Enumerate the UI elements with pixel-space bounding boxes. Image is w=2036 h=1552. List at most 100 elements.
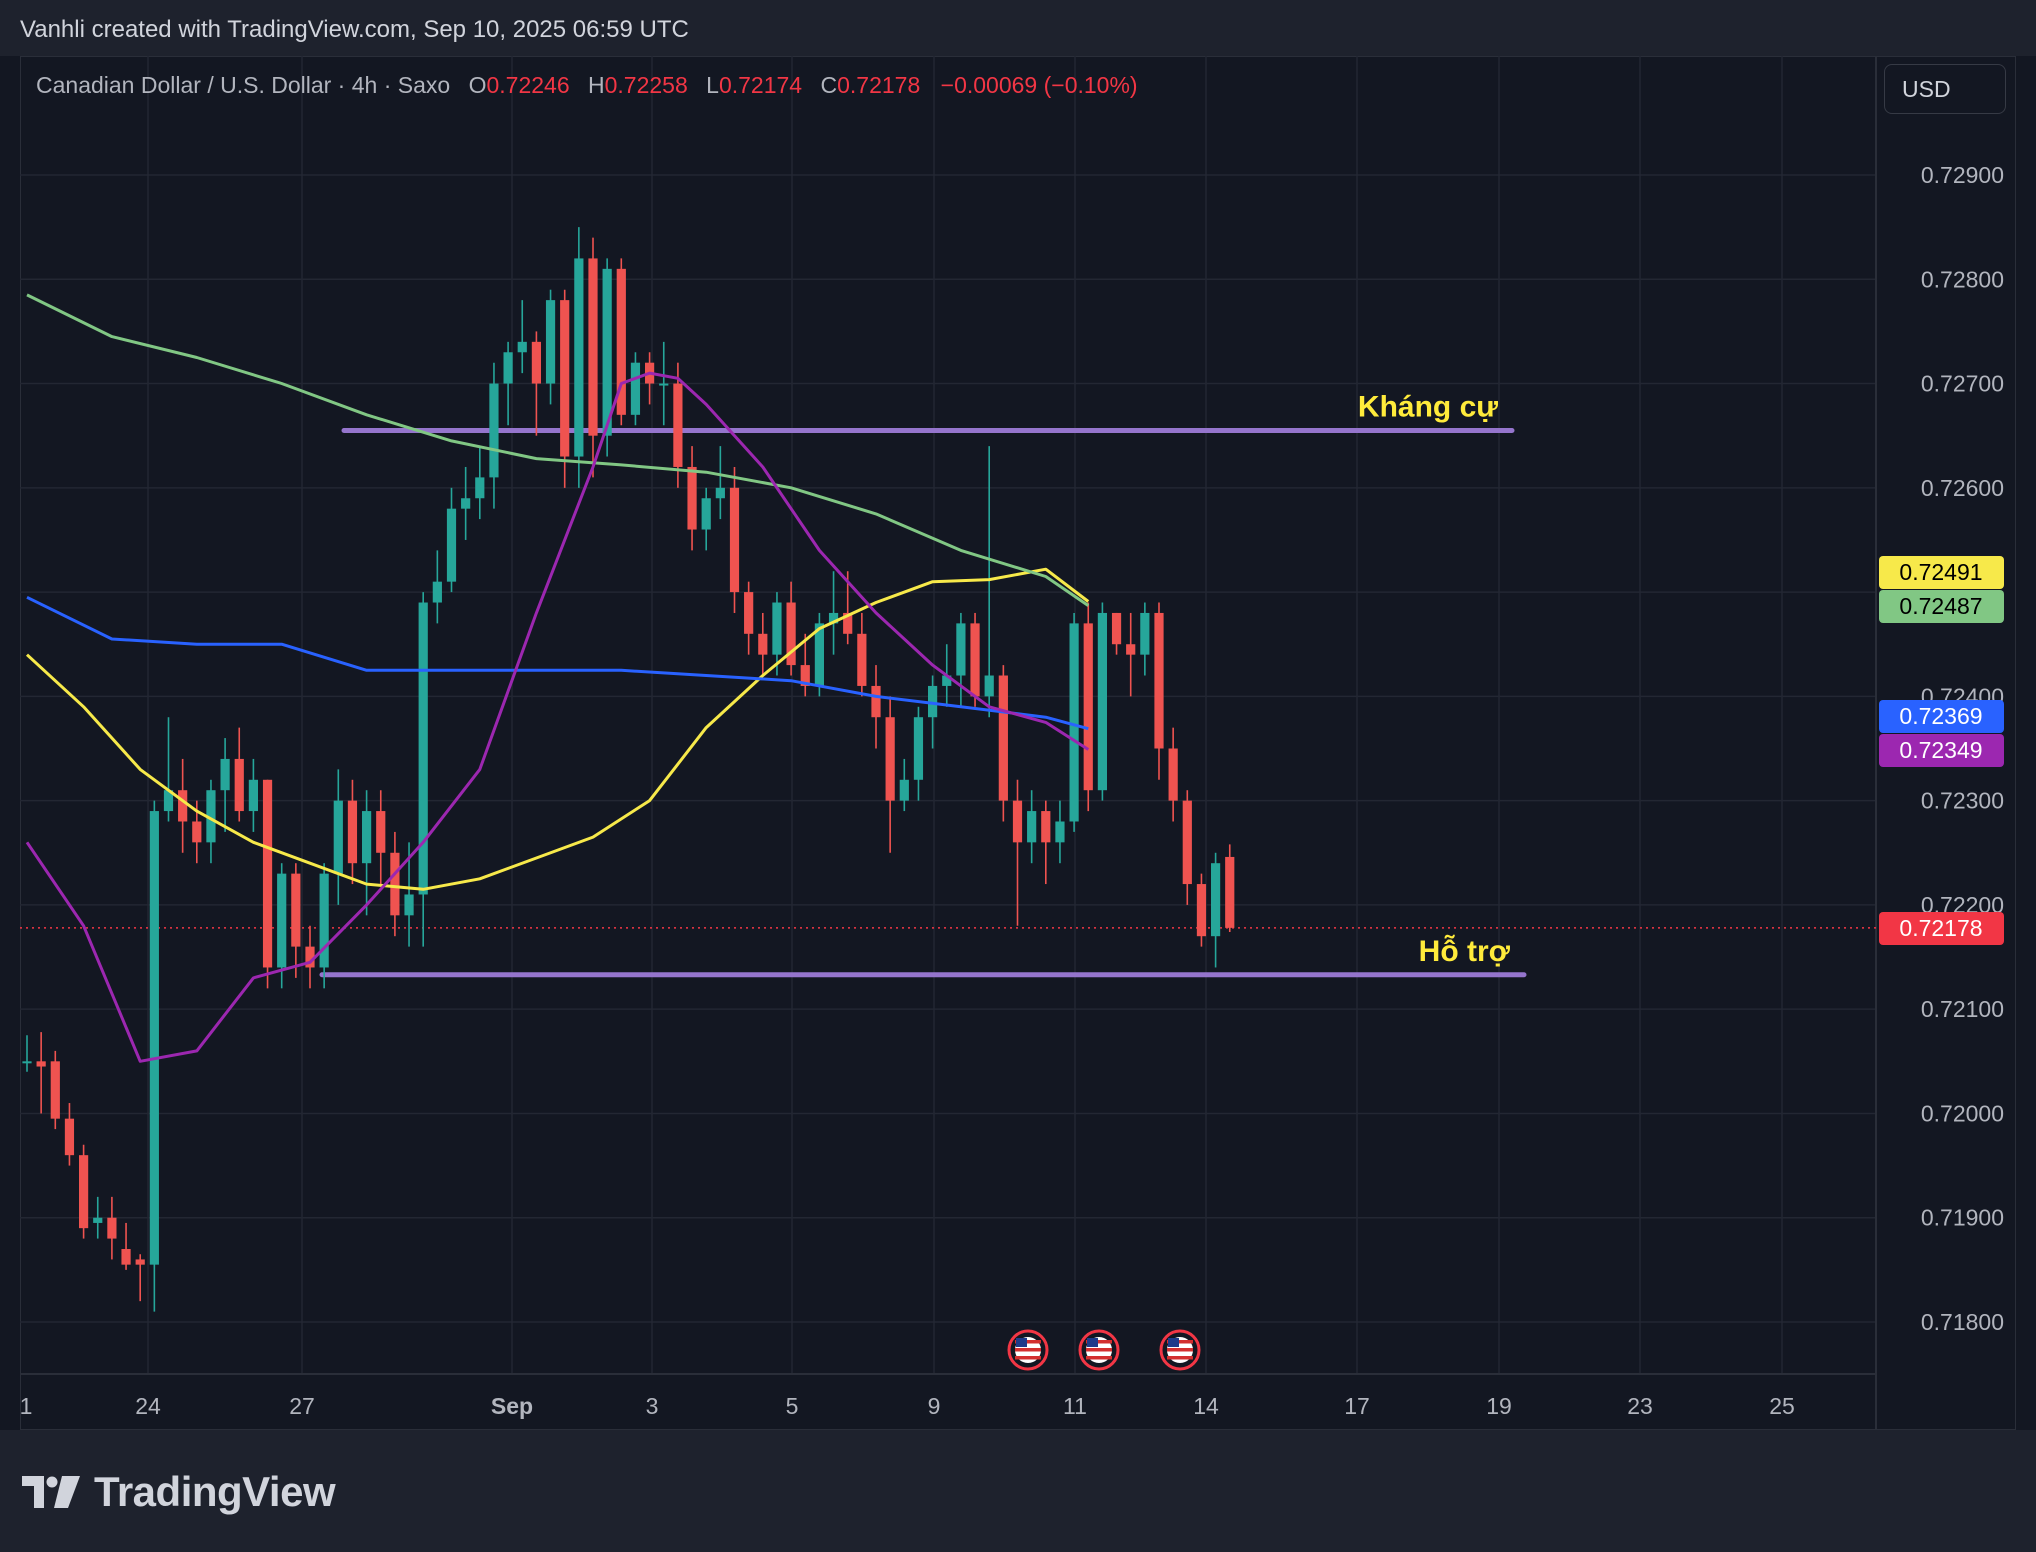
candle-body (1041, 811, 1051, 843)
flag-stripe (1015, 1348, 1041, 1352)
moving-average-line (25, 371, 1090, 1063)
candle-body (602, 268, 612, 436)
time-tick-label: 23 (1627, 1393, 1653, 1419)
candle-body (333, 800, 343, 874)
flag-canton (1168, 1338, 1179, 1347)
candle (956, 612, 966, 707)
credit-text: Vanhli created with TradingView.com, Sep… (20, 16, 689, 43)
candle (333, 769, 343, 905)
candle-body (1126, 644, 1136, 655)
candle (800, 633, 810, 697)
candle (362, 790, 372, 916)
candle (645, 352, 655, 405)
candle (1041, 800, 1051, 885)
candle (673, 362, 683, 488)
time-tick-label: 19 (1486, 1393, 1512, 1419)
time-tick-label: 14 (1193, 1393, 1219, 1419)
candle-body (786, 602, 796, 666)
last-value-badge-bg (1879, 590, 2004, 623)
candle (1168, 727, 1178, 822)
candle-body (234, 758, 244, 812)
high-value: 0.72258 (604, 72, 688, 98)
last-value-badge-bg (1879, 700, 2004, 733)
candle (913, 706, 924, 801)
candle-body (857, 633, 867, 686)
open-label: O (468, 72, 487, 98)
candle-body (687, 466, 697, 530)
event-markers (1007, 1329, 1201, 1371)
candle-body (871, 685, 881, 718)
us-flag-event-icon[interactable] (1078, 1329, 1120, 1371)
last-value-badge-text: 0.72491 (1899, 559, 1982, 585)
candle-body (1211, 863, 1221, 937)
candle-body (220, 758, 230, 791)
candle (163, 717, 174, 822)
candle (206, 779, 216, 864)
candle-body (50, 1061, 60, 1119)
candle-body (418, 602, 428, 895)
moving-averages (25, 293, 1090, 1063)
moving-average-line (26, 293, 1090, 607)
candle (248, 758, 258, 832)
candle-body (928, 685, 938, 718)
chart-grid (20, 56, 1877, 1430)
candle-body (446, 508, 457, 582)
candle (1055, 800, 1065, 864)
candle (545, 289, 556, 405)
candle (262, 779, 273, 989)
candle-body (121, 1249, 131, 1265)
candle-body (517, 341, 527, 353)
last-value-badge-bg (1879, 556, 2004, 589)
candle-body (390, 852, 400, 916)
candle-body (1097, 612, 1107, 791)
candle (588, 237, 598, 478)
candle (772, 592, 782, 676)
flag-canton (1016, 1338, 1027, 1347)
candle-body (843, 612, 853, 634)
candle (998, 665, 1008, 822)
candle (149, 800, 159, 1312)
candle-body (1140, 612, 1150, 655)
candle (475, 446, 485, 520)
price-tick-label: 0.71800 (1921, 1309, 2004, 1335)
candle (1083, 602, 1093, 812)
flag-stripe (1015, 1340, 1041, 1344)
tradingview-logo-text: TradingView (94, 1468, 336, 1515)
candle (503, 341, 513, 426)
tradingview-logo[interactable]: TradingView (22, 1468, 336, 1516)
candle (828, 571, 839, 655)
last-value-badge-bg (1879, 734, 2004, 767)
candle-body (659, 383, 669, 386)
candle-body (630, 362, 641, 415)
price-tick-label: 0.72000 (1921, 1100, 2004, 1126)
candle (121, 1222, 131, 1270)
symbol-legend: Canadian Dollar / U.S. Dollar · 4h · Sax… (36, 72, 1138, 99)
currency-button[interactable]: USD (1884, 64, 2006, 114)
candle-body (163, 790, 174, 812)
candle (277, 863, 287, 989)
candle (885, 696, 895, 853)
flag-stripe (1015, 1356, 1041, 1360)
price-tick-label: 0.71900 (1921, 1205, 2004, 1231)
candle-body (79, 1155, 89, 1229)
candle (871, 665, 881, 749)
candle (814, 612, 824, 697)
candle-body (1225, 856, 1235, 928)
candle (560, 289, 570, 488)
candle-body (616, 268, 626, 415)
candle (744, 581, 754, 655)
close-label: C (820, 72, 838, 98)
candle (1140, 602, 1150, 676)
time-tick-label: 25 (1769, 1393, 1795, 1419)
last-value-badge: 0.72369 (1879, 700, 2004, 733)
us-flag-event-icon[interactable] (1159, 1329, 1201, 1371)
candle-body (277, 873, 287, 968)
candle (432, 550, 442, 624)
candle-body (715, 487, 725, 499)
us-flag-event-icon[interactable] (1007, 1329, 1049, 1371)
low-label: L (706, 72, 719, 98)
candle-body (531, 341, 541, 384)
candle (319, 863, 329, 989)
top-bar: Vanhli created with TradingView.com, Sep… (0, 0, 2036, 56)
